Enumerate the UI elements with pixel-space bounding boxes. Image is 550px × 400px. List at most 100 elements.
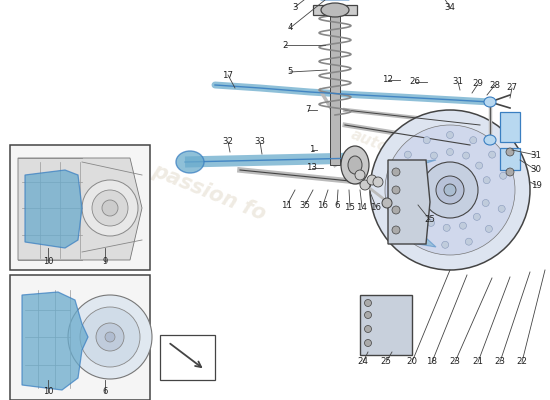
Text: 22: 22 [516, 358, 527, 366]
Circle shape [365, 326, 371, 332]
Text: 9: 9 [102, 258, 108, 266]
Text: 27: 27 [507, 84, 518, 92]
Text: 23: 23 [449, 358, 460, 366]
Text: 6: 6 [334, 200, 340, 210]
Circle shape [367, 175, 377, 185]
Circle shape [105, 332, 115, 342]
Circle shape [476, 162, 482, 169]
Polygon shape [22, 292, 88, 390]
Polygon shape [500, 148, 520, 170]
Circle shape [459, 222, 466, 229]
Text: 11: 11 [282, 200, 293, 210]
Text: 34: 34 [444, 2, 455, 12]
Ellipse shape [321, 3, 349, 17]
Circle shape [447, 148, 454, 156]
Text: 285: 285 [447, 249, 477, 271]
Text: 2: 2 [282, 40, 288, 50]
Circle shape [498, 205, 505, 212]
Text: 29: 29 [472, 80, 483, 88]
Text: 20: 20 [406, 358, 417, 366]
Ellipse shape [484, 135, 496, 145]
Polygon shape [330, 15, 340, 165]
Circle shape [402, 218, 409, 225]
FancyBboxPatch shape [10, 145, 150, 270]
Circle shape [373, 177, 383, 187]
Circle shape [68, 295, 152, 379]
Text: 6: 6 [102, 388, 108, 396]
Text: 15: 15 [344, 202, 355, 212]
FancyBboxPatch shape [10, 275, 150, 400]
Text: 26: 26 [410, 78, 421, 86]
Circle shape [392, 168, 400, 176]
Text: 25: 25 [381, 358, 392, 366]
Text: 21: 21 [472, 358, 483, 366]
Text: 28: 28 [490, 80, 500, 90]
Circle shape [415, 208, 422, 215]
Circle shape [442, 241, 449, 248]
Circle shape [92, 190, 128, 226]
Circle shape [360, 180, 370, 190]
FancyBboxPatch shape [160, 335, 215, 380]
Circle shape [436, 176, 464, 204]
Circle shape [444, 184, 456, 196]
Polygon shape [388, 160, 436, 247]
Text: 24: 24 [358, 358, 368, 366]
Text: 30: 30 [531, 166, 542, 174]
Circle shape [499, 172, 507, 179]
Text: 33: 33 [255, 138, 266, 146]
Circle shape [482, 200, 489, 206]
Circle shape [365, 340, 371, 346]
Circle shape [102, 200, 118, 216]
Circle shape [483, 177, 490, 184]
Ellipse shape [484, 97, 496, 107]
Text: 18: 18 [426, 358, 437, 366]
Text: 10: 10 [43, 388, 53, 396]
Ellipse shape [341, 146, 369, 184]
Circle shape [392, 186, 400, 194]
Text: 12: 12 [382, 76, 393, 84]
Text: 16: 16 [371, 202, 382, 212]
Text: 25: 25 [425, 216, 436, 224]
Polygon shape [500, 112, 520, 142]
Circle shape [427, 220, 435, 226]
Text: 16: 16 [317, 200, 328, 210]
Circle shape [392, 226, 400, 234]
Ellipse shape [176, 151, 204, 173]
Circle shape [385, 125, 515, 255]
Circle shape [365, 312, 371, 318]
Text: 19: 19 [531, 180, 541, 190]
Circle shape [417, 162, 425, 169]
Circle shape [82, 180, 138, 236]
Circle shape [392, 196, 399, 203]
Circle shape [410, 177, 417, 184]
Text: 4: 4 [287, 24, 293, 32]
Circle shape [506, 168, 514, 176]
Circle shape [470, 137, 477, 144]
Text: 32: 32 [223, 138, 234, 146]
Polygon shape [360, 295, 412, 355]
Polygon shape [25, 170, 82, 248]
Circle shape [393, 172, 400, 179]
Circle shape [474, 213, 480, 220]
Ellipse shape [348, 156, 362, 174]
Text: 1: 1 [309, 146, 315, 154]
Circle shape [486, 225, 492, 232]
Text: 14: 14 [356, 202, 367, 212]
Text: 17: 17 [223, 70, 234, 80]
Circle shape [370, 110, 530, 270]
Polygon shape [313, 5, 357, 15]
Ellipse shape [344, 149, 366, 167]
Circle shape [422, 162, 478, 218]
Circle shape [409, 193, 416, 200]
Circle shape [96, 323, 124, 351]
Circle shape [355, 170, 365, 180]
Text: 7: 7 [305, 106, 311, 114]
Circle shape [443, 224, 450, 231]
Polygon shape [18, 158, 142, 260]
Circle shape [506, 148, 514, 156]
Circle shape [463, 152, 470, 159]
Circle shape [447, 132, 454, 138]
Text: 10: 10 [43, 258, 53, 266]
Text: 5: 5 [287, 68, 293, 76]
Text: 13: 13 [306, 164, 317, 172]
